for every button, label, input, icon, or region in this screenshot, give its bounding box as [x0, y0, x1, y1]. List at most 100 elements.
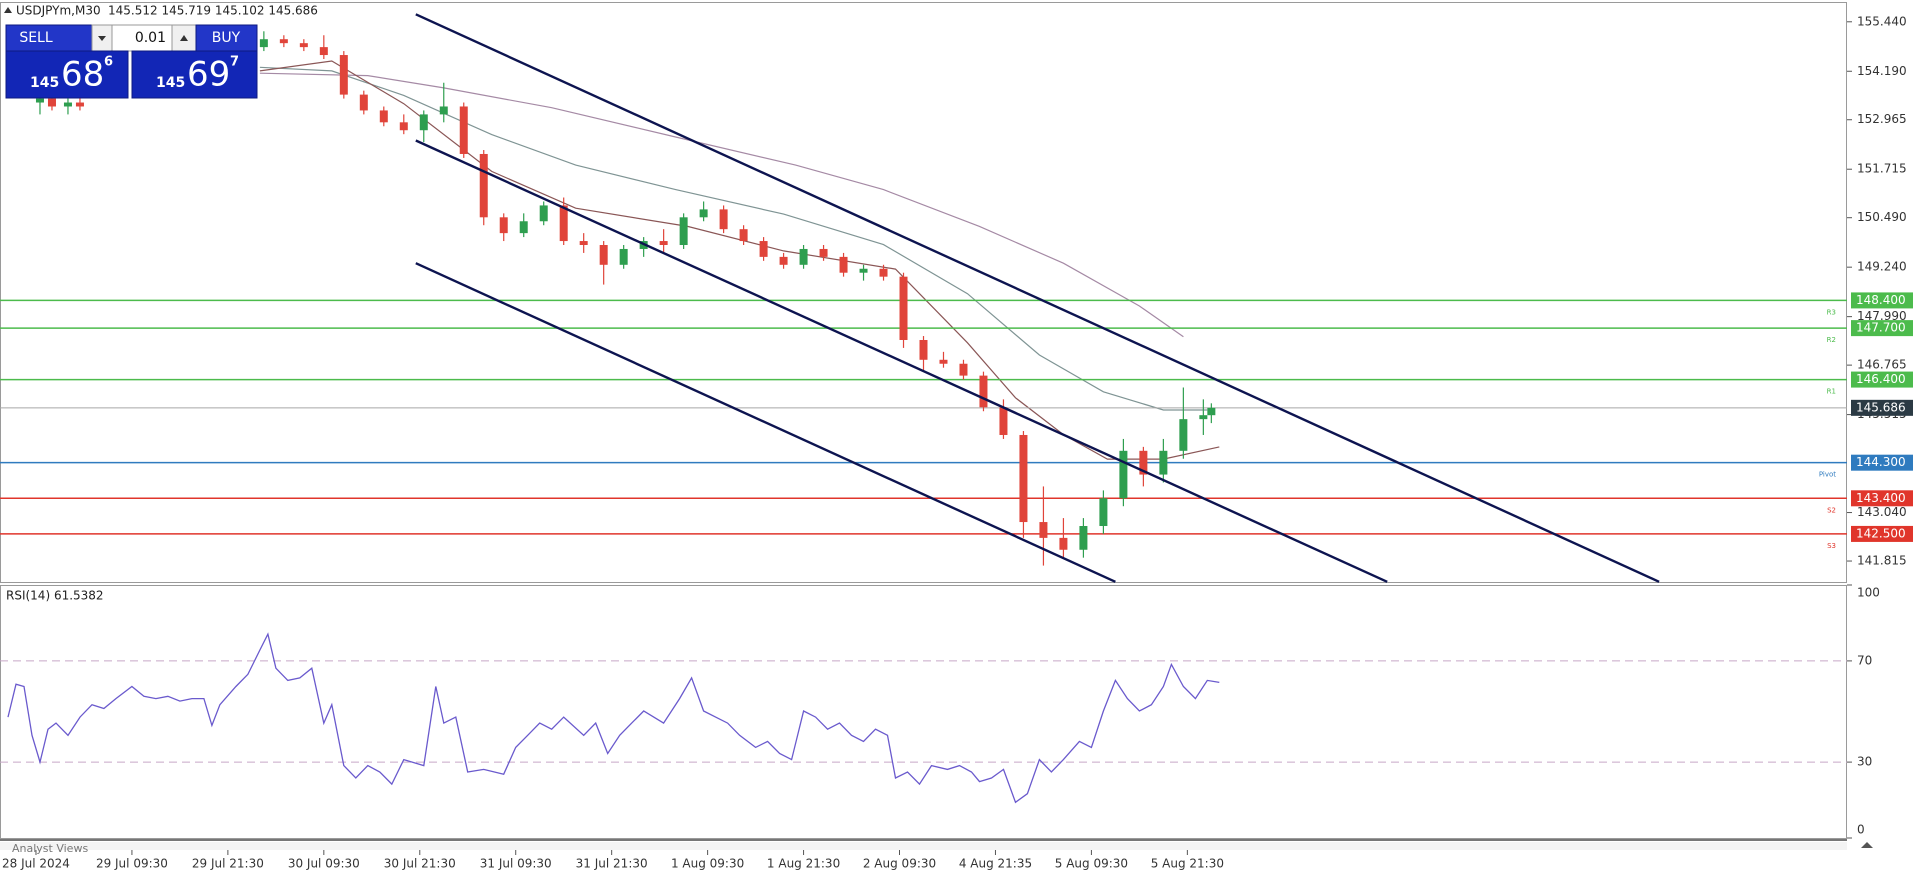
price-level-label: 147.700 — [1856, 321, 1906, 335]
candle-body — [459, 106, 468, 154]
trend-channel-line — [415, 262, 1116, 583]
y-tick-label: 100 — [1857, 586, 1880, 600]
last-price-box — [1851, 399, 1913, 416]
price-level-box — [1851, 490, 1913, 507]
ask-big: 145 — [156, 75, 185, 91]
trend-channel-line — [415, 139, 1388, 583]
y-tick-label: 150.490 — [1857, 210, 1907, 224]
price-level-box — [1851, 320, 1913, 337]
y-tick-label: 151.715 — [1857, 162, 1907, 176]
rsi-line — [7, 632, 1220, 804]
y-tick-label: 149.240 — [1857, 260, 1907, 274]
y-tick-label: 30 — [1857, 755, 1872, 769]
main-plot — [0, 13, 1847, 583]
candle-body — [739, 229, 748, 242]
x-tick-label: 31 Jul 21:30 — [576, 857, 648, 871]
candle-body — [379, 110, 388, 123]
pivot-level-name: R3 — [1827, 308, 1836, 316]
candle-body — [1207, 407, 1216, 416]
up-arrow — [180, 35, 188, 41]
x-tick-label: 2 Aug 09:30 — [863, 857, 936, 871]
rsi-plot — [0, 632, 1847, 804]
x-tick-label: 28 Jul 2024 — [2, 857, 70, 871]
pivot-level-name: Pivot — [1819, 471, 1836, 479]
moving-average — [259, 72, 1184, 338]
price-level-label: 146.400 — [1856, 372, 1906, 386]
candle-body — [75, 102, 84, 107]
y-tick-label: 152.965 — [1857, 112, 1907, 126]
last-price-label: 145.686 — [1856, 400, 1906, 414]
x-tick-label: 29 Jul 09:30 — [96, 857, 168, 871]
price-level-box — [1851, 525, 1913, 542]
candle-body — [339, 55, 348, 95]
candle-body — [259, 39, 268, 48]
bid-main: 68 — [61, 55, 104, 95]
candle-body — [1079, 526, 1088, 550]
candle-body — [47, 98, 56, 107]
candle-body — [899, 276, 908, 340]
x-tick-label: 4 Aug 21:35 — [959, 857, 1032, 871]
price-level-label: 144.300 — [1856, 455, 1906, 469]
x-tick-label: 29 Jul 21:30 — [192, 857, 264, 871]
candle-body — [1139, 450, 1148, 475]
symbol-label: USDJPYm,M30 — [16, 4, 101, 18]
candle-body — [1059, 537, 1068, 550]
x-tick-label: 5 Aug 09:30 — [1055, 857, 1128, 871]
price-level-box — [1851, 371, 1913, 388]
pivot-level-name: R1 — [1827, 388, 1836, 396]
candle-body — [399, 122, 408, 131]
bid-big: 145 — [30, 75, 59, 91]
x-tick-label: 30 Jul 09:30 — [288, 857, 360, 871]
ask-pip: 7 — [230, 55, 239, 70]
trade-panel: SELL 0.01 BUY 145 68 6 145 69 7 — [5, 24, 258, 99]
lot-input[interactable] — [111, 24, 173, 52]
candle-body — [979, 375, 988, 408]
x-tick-label: 1 Aug 09:30 — [671, 857, 744, 871]
candle-body — [419, 114, 428, 131]
price-level-label: 142.500 — [1856, 526, 1906, 540]
ohlc-label: 145.512 145.719 145.102 145.686 — [108, 4, 318, 18]
ask-price-box[interactable] — [131, 50, 258, 99]
bid-price-box[interactable] — [5, 50, 129, 99]
trend-channel-line — [415, 13, 1660, 583]
ask-main: 69 — [187, 55, 230, 95]
x-tick-label: 31 Jul 09:30 — [480, 857, 552, 871]
candle-body — [499, 217, 508, 234]
bid-pip: 6 — [104, 55, 113, 70]
candle-body — [619, 248, 628, 265]
candle-body — [919, 339, 928, 360]
price-level-box — [1851, 454, 1913, 471]
y-tick-label: 147.990 — [1857, 309, 1907, 323]
candle-body — [63, 102, 72, 107]
candle-body — [279, 39, 288, 44]
candle-body — [659, 241, 668, 246]
candle-body — [1159, 450, 1168, 475]
y-tick-label: 154.190 — [1857, 64, 1907, 78]
tab-analyst-views[interactable]: Analyst Views — [12, 842, 88, 855]
scroll-arrow[interactable] — [1861, 842, 1873, 848]
candle-body — [779, 256, 788, 265]
candle-body — [319, 47, 328, 56]
x-tick-label: 5 Aug 21:30 — [1151, 857, 1224, 871]
collapse-icon[interactable] — [4, 7, 12, 13]
candle-body — [359, 94, 368, 111]
sell-label: SELL — [19, 30, 53, 46]
pivot-level-name: R2 — [1827, 336, 1836, 344]
y-tick-label: 70 — [1857, 653, 1872, 667]
candle-body — [1119, 450, 1128, 499]
main-panel-frame — [0, 2, 1847, 583]
candle-body — [939, 359, 948, 364]
y-tick-label: 146.765 — [1857, 358, 1907, 372]
x-tick-label: 30 Jul 21:30 — [384, 857, 456, 871]
y-tick-label: 143.040 — [1857, 505, 1907, 519]
tab-strip — [0, 842, 1847, 850]
candle-body — [1019, 434, 1028, 523]
candle-body — [1199, 415, 1208, 420]
candle-body — [1179, 419, 1188, 451]
candle-body — [35, 98, 44, 103]
candle-body — [679, 217, 688, 246]
candle-body — [539, 205, 548, 222]
